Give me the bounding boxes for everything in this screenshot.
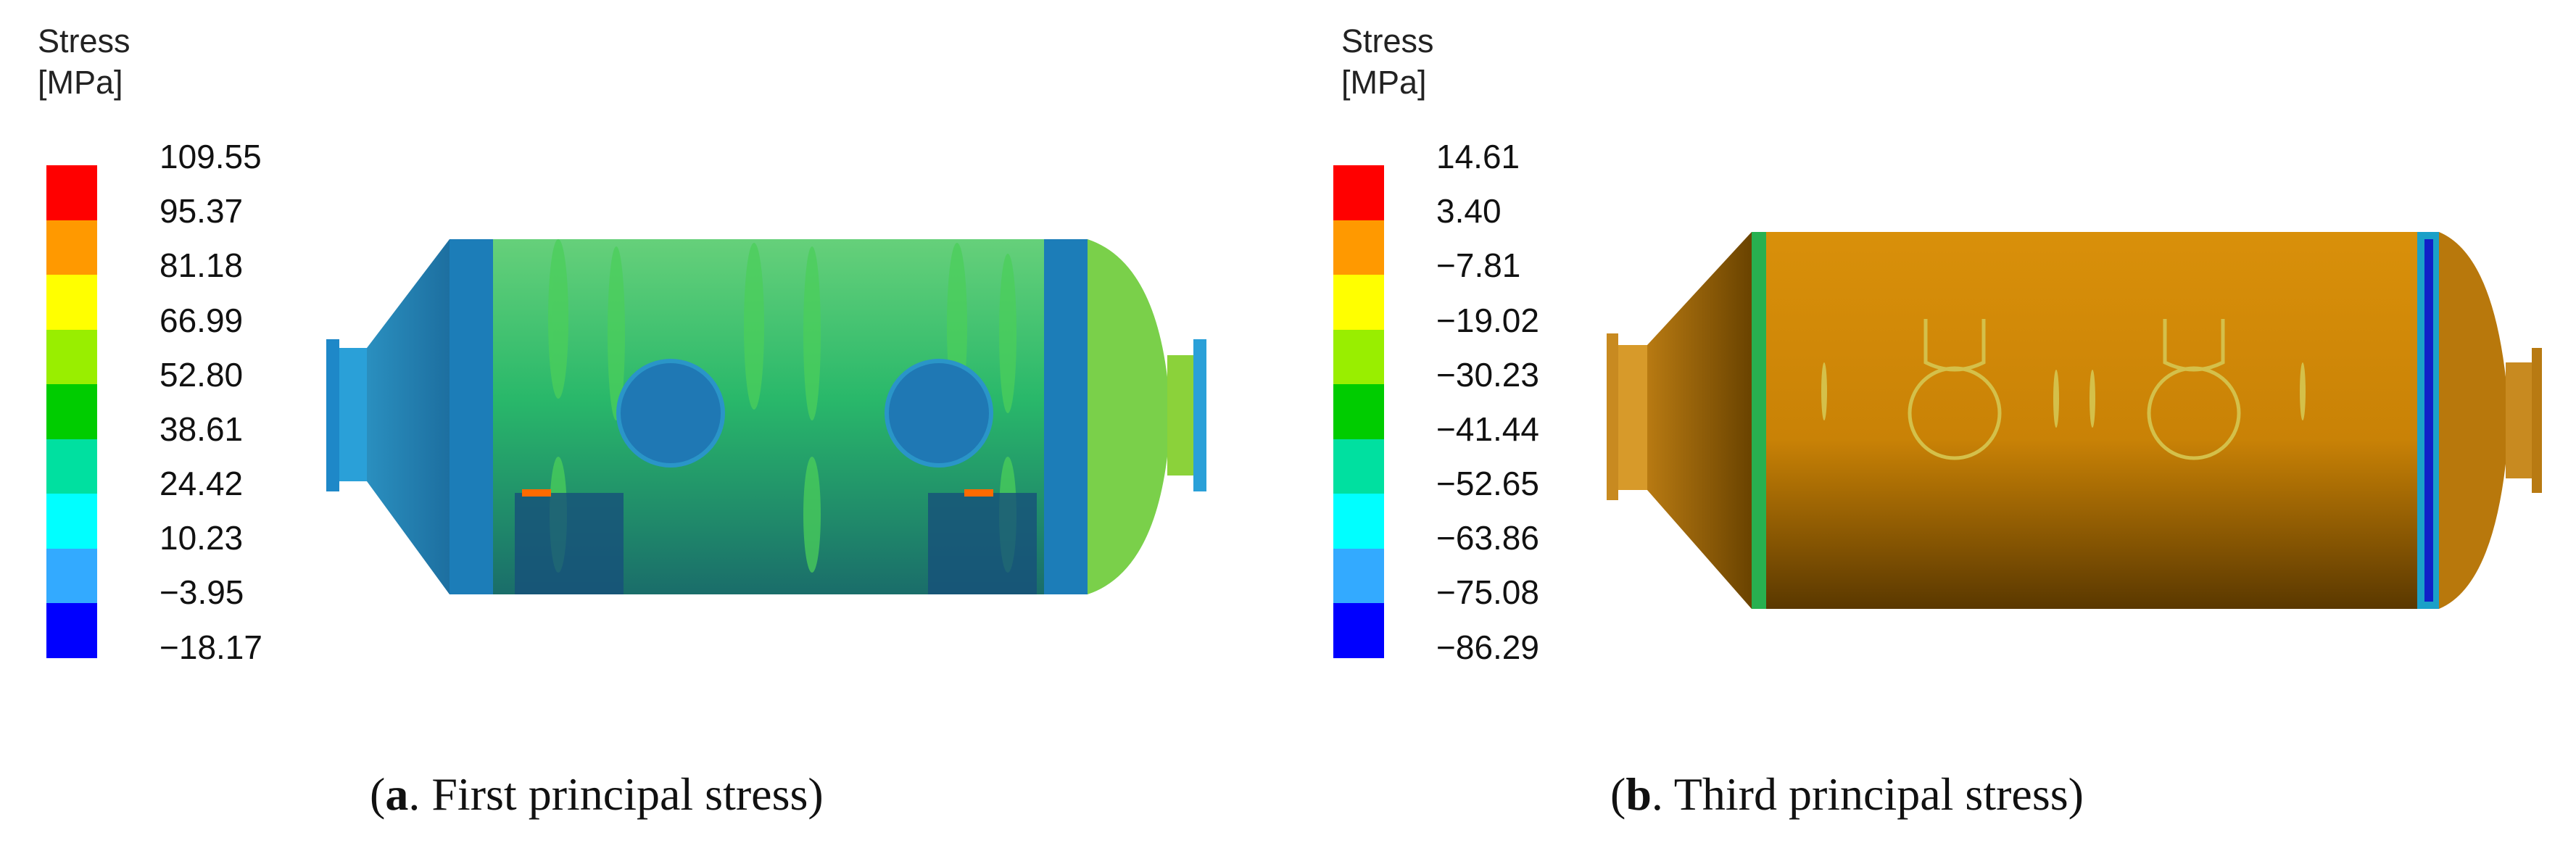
panel-third-principal-stress: Stress [MPa] 14.61 3.40 −7.81 −19.02 −30.23 −… (1288, 0, 2576, 843)
legend-swatch (46, 329, 97, 385)
color-legend-bar (46, 165, 97, 659)
legend-swatch (1333, 220, 1384, 275)
legend-title: Stress [MPa] (38, 20, 131, 103)
legend-swatch (1333, 603, 1384, 659)
legend-tick-label: 95.37 (160, 192, 244, 231)
legend-swatch (46, 220, 97, 275)
legend-unit: [MPa] (38, 64, 123, 101)
legend-swatch (1333, 275, 1384, 331)
nozzle-opening (885, 359, 993, 468)
legend-swatch (46, 548, 97, 604)
legend-tick-label: −30.23 (1436, 355, 1539, 394)
legend-tick-label: 66.99 (160, 301, 244, 339)
legend-tick-label: −41.44 (1436, 410, 1539, 448)
legend-tick-label: −63.86 (1436, 519, 1539, 557)
legend-title: Stress [MPa] (1341, 20, 1434, 103)
legend-tick-label: −75.08 (1436, 573, 1539, 612)
legend-tick-label: 109.55 (160, 138, 262, 175)
legend-unit: [MPa] (1341, 64, 1427, 101)
legend-swatch (1333, 384, 1384, 440)
caption-text: . Third principal stress (1651, 768, 2068, 820)
legend-swatch (46, 275, 97, 331)
caption-text: . First principal stress (408, 768, 808, 820)
legend-tick-label: 81.18 (160, 246, 244, 285)
legend-tick-label: 3.40 (1436, 192, 1502, 231)
legend-title-line1: Stress (1341, 22, 1434, 59)
pressure-vessel-model (326, 239, 1206, 594)
legend-swatch (1333, 165, 1384, 221)
legend-swatch (1333, 548, 1384, 604)
caption-a: (a. First principal stress) (370, 768, 824, 820)
legend-swatch (46, 494, 97, 549)
color-legend-bar (1333, 165, 1384, 659)
caption-b: (b. Third principal stress) (1610, 768, 2084, 820)
legend-swatch (46, 603, 97, 659)
legend-tick-label: −3.95 (160, 573, 244, 612)
panel-first-principal-stress: Stress [MPa] 109.55 95.37 81.18 66.99 52.80 3… (38, 20, 1206, 820)
legend-tick-label: 10.23 (160, 519, 244, 557)
pressure-vessel-model (1607, 232, 2542, 609)
nozzle-opening (616, 359, 725, 468)
caption-letter: a (385, 768, 409, 820)
legend-swatch (1333, 439, 1384, 494)
legend-tick-label: 24.42 (160, 465, 244, 503)
legend-tick-label: 14.61 (1436, 138, 1520, 175)
legend-swatch (1333, 494, 1384, 549)
legend-tick-label: 38.61 (160, 410, 244, 448)
legend-swatch (46, 439, 97, 494)
legend-tick-label: −7.81 (1436, 246, 1521, 285)
legend-tick-label: −86.29 (1436, 628, 1539, 666)
legend-title-line1: Stress (38, 22, 131, 59)
legend-swatch (1333, 329, 1384, 385)
legend-swatch (46, 384, 97, 440)
legend-tick-label: 52.80 (160, 355, 244, 394)
legend-swatch (46, 165, 97, 221)
legend-tick-label: −19.02 (1436, 301, 1539, 339)
legend-tick-label: −18.17 (160, 628, 262, 666)
legend-tick-label: −52.65 (1436, 465, 1539, 503)
caption-letter: b (1625, 768, 1652, 820)
